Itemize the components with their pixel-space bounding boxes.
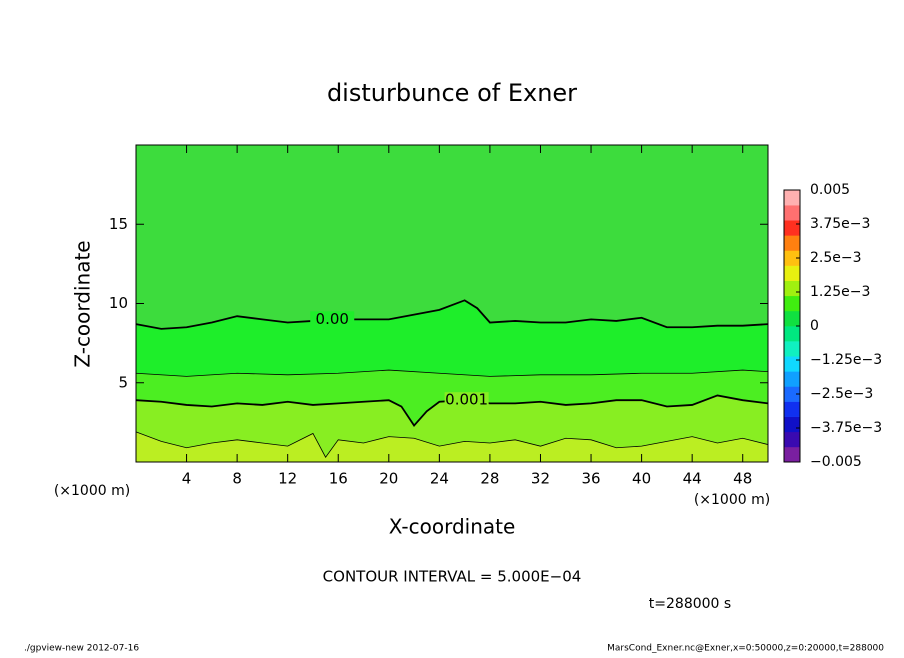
- x-tick-label: 20: [379, 470, 398, 488]
- x-tick-label: 44: [683, 470, 702, 488]
- x-tick-label: 12: [278, 470, 297, 488]
- x-axis-label: X-coordinate: [389, 515, 516, 539]
- colorbar-band: [784, 386, 800, 402]
- colorbar-tick-label: −1.25e−3: [810, 352, 882, 368]
- x-tick-label: 4: [182, 470, 192, 488]
- colorbar-tick-label: 2.5e−3: [810, 250, 862, 266]
- footer-left: ./gpview-new 2012-07-16: [24, 644, 139, 654]
- y-tick-label: 5: [118, 373, 128, 391]
- y-tick-label: 15: [109, 215, 128, 233]
- colorbar-tick-label: −2.5e−3: [810, 386, 873, 402]
- colorbar-tick-label: −0.005: [810, 454, 862, 470]
- colorbar-band: [784, 190, 800, 206]
- colorbar-band: [784, 401, 800, 417]
- footer-right: MarsCond_Exner.nc@Exner,x=0:50000,z=0:20…: [607, 644, 884, 654]
- contour-interval: CONTOUR INTERVAL = 5.000E−04: [323, 568, 582, 586]
- colorbar-tick-label: 3.75e−3: [810, 216, 870, 232]
- x-tick-label: 48: [733, 470, 752, 488]
- contour-label: 0.00: [316, 310, 349, 328]
- colorbar-band: [784, 356, 800, 372]
- contour-fill: [136, 431, 768, 462]
- colorbar-tick-label: 1.25e−3: [810, 284, 870, 300]
- colorbar-band: [784, 235, 800, 251]
- colorbar-band: [784, 295, 800, 312]
- contour-line: [135, 431, 769, 458]
- colorbar-tick-label: −3.75e−3: [810, 420, 882, 436]
- x-tick-label: 24: [430, 470, 449, 488]
- x-unit: (×1000 m): [694, 492, 770, 508]
- colorbar-tick-label: 0.005: [810, 182, 850, 198]
- contour-line: [135, 369, 769, 377]
- contour-label-bg: [444, 392, 489, 409]
- colorbar-band: [784, 205, 800, 221]
- y-unit: (×1000 m): [54, 483, 130, 499]
- chart-title: disturbunce of Exner: [327, 79, 577, 107]
- contour-line: [135, 394, 769, 428]
- y-tick-label: 10: [109, 294, 128, 312]
- x-tick-label: 36: [581, 470, 600, 488]
- colorbar-band: [784, 431, 800, 448]
- contour-line: [135, 299, 769, 330]
- x-tick-label: 16: [329, 470, 348, 488]
- colorbar-band: [784, 341, 800, 357]
- contour-label: 0.001: [445, 391, 488, 409]
- colorbar-band: [784, 250, 800, 266]
- y-axis-label: Z-coordinate: [71, 240, 95, 367]
- time-label: t=288000 s: [649, 596, 731, 612]
- x-tick-label: 8: [232, 470, 242, 488]
- colorbar-tick-label: 0: [810, 318, 819, 334]
- colorbar-band: [784, 446, 800, 463]
- colorbar-band: [784, 265, 800, 281]
- contour-label-bg: [310, 311, 355, 328]
- x-tick-label: 28: [480, 470, 499, 488]
- colorbar-band: [784, 371, 800, 387]
- colorbar-band: [784, 220, 800, 236]
- colorbar-band: [784, 310, 800, 327]
- x-tick-label: 40: [632, 470, 651, 488]
- x-tick-label: 32: [531, 470, 550, 488]
- colorbar-band: [784, 416, 800, 433]
- colorbar-band: [784, 280, 800, 297]
- colorbar-band: [784, 326, 800, 342]
